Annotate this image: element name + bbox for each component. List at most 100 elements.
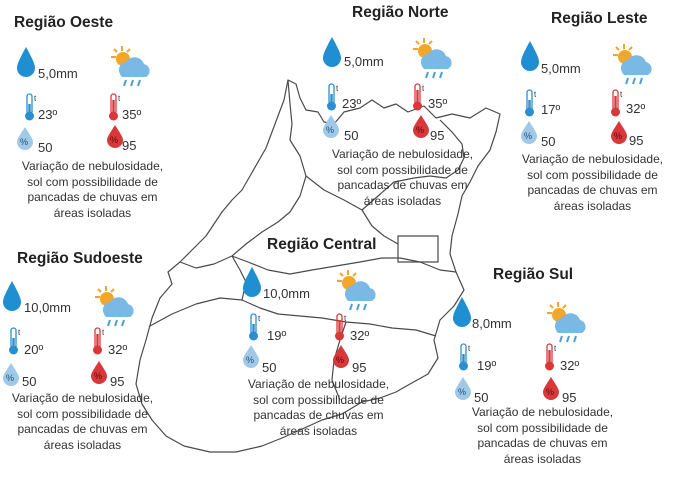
thermometer-hot-icon: t — [611, 89, 623, 117]
region-title: Região Oeste — [14, 14, 114, 31]
humidity-max-value: 95 — [430, 128, 445, 143]
svg-text:t: t — [422, 84, 425, 93]
region-title: Região Norte — [352, 4, 449, 21]
border-norte-leste — [439, 119, 465, 171]
region-leste: Região Leste 5,0mm t 17º t 32º % 50 % 95… — [500, 10, 687, 240]
sun-cloud-rain-icon — [613, 44, 652, 85]
humidity-low-icon: % — [243, 345, 259, 368]
rain-value: 5,0mm — [344, 54, 384, 69]
state-outline — [135, 79, 501, 453]
forecast-description: Variação de nebulosidade, sol com possib… — [331, 147, 474, 208]
svg-text:t: t — [258, 314, 261, 323]
svg-text:%: % — [546, 387, 554, 397]
sun-cloud-rain-icon — [547, 302, 586, 343]
humidity-high-icon: % — [107, 125, 123, 148]
forecast-description: Variação de nebulosidade, sol com possib… — [471, 405, 614, 466]
thermometer-cold-icon: t — [25, 93, 37, 121]
humidity-low-icon: % — [3, 363, 19, 386]
water-drop-icon — [521, 41, 539, 71]
border-central-north — [231, 255, 457, 275]
temp-max-value: 32º — [560, 358, 580, 373]
temp-min-value: 23º — [342, 96, 362, 111]
thermometer-cold-icon: t — [525, 89, 537, 117]
water-drop-icon — [323, 37, 341, 67]
forecast-description: Variação de nebulosidade, sol com possib… — [247, 377, 390, 438]
rain-value: 8,0mm — [472, 316, 512, 331]
svg-text:%: % — [246, 355, 254, 365]
water-drop-icon — [243, 267, 261, 297]
temp-min-value: 19º — [267, 328, 287, 343]
humidity-high-icon: % — [333, 345, 349, 368]
svg-text:%: % — [416, 125, 424, 135]
region-title: Região Sudoeste — [17, 250, 143, 267]
temp-max-value: 35º — [122, 107, 142, 122]
region-central: Região Central 10,0mm t 19º t 32º % 50 %… — [240, 236, 440, 466]
region-title: Região Central — [267, 236, 377, 253]
sun-cloud-rain-icon — [413, 38, 452, 79]
svg-text:%: % — [6, 373, 14, 383]
thermometer-hot-icon: t — [109, 93, 121, 121]
temp-max-value: 32º — [350, 328, 370, 343]
svg-text:%: % — [336, 355, 344, 365]
border-central-south — [149, 297, 437, 337]
region-norte: Região Norte 5,0mm t 23º t 35º % 50 % 95… — [318, 4, 518, 234]
temp-max-value: 35º — [428, 96, 448, 111]
humidity-min-value: 50 — [262, 360, 277, 375]
humidity-high-icon: % — [611, 121, 627, 144]
water-drop-icon — [453, 297, 471, 327]
svg-text:t: t — [34, 94, 37, 103]
forecast-description: Variação de nebulosidade, sol com possib… — [521, 152, 664, 213]
svg-text:%: % — [524, 131, 532, 141]
svg-text:t: t — [344, 314, 347, 323]
sun-cloud-rain-icon — [111, 46, 150, 87]
region-sudoeste: Região Sudoeste 10,0mm t 20º t 32º % 50 … — [0, 250, 200, 480]
water-drop-icon — [3, 281, 21, 311]
humidity-max-value: 95 — [110, 374, 125, 389]
federal-district-outline — [397, 235, 439, 263]
temp-min-value: 23º — [38, 107, 58, 122]
forecast-description: Variação de nebulosidade, sol com possib… — [11, 391, 154, 452]
humidity-low-icon: % — [455, 377, 471, 400]
temp-min-value: 20º — [24, 342, 44, 357]
humidity-min-value: 50 — [22, 374, 37, 389]
water-drop-icon — [17, 47, 35, 77]
rain-value: 10,0mm — [263, 286, 310, 301]
svg-text:%: % — [458, 387, 466, 397]
thermometer-hot-icon: t — [413, 83, 425, 111]
humidity-max-value: 95 — [352, 360, 367, 375]
state-map — [135, 79, 501, 453]
temp-min-value: 19º — [477, 358, 497, 373]
humidity-high-icon: % — [413, 115, 429, 138]
svg-text:t: t — [620, 90, 623, 99]
svg-text:t: t — [468, 344, 471, 353]
thermometer-hot-icon: t — [335, 313, 347, 341]
border-north-east — [361, 169, 459, 211]
humidity-min-value: 50 — [474, 390, 489, 405]
humidity-max-value: 95 — [562, 390, 577, 405]
svg-text:t: t — [336, 84, 339, 93]
svg-text:%: % — [614, 131, 622, 141]
thermometer-cold-icon: t — [327, 83, 339, 111]
thermometer-cold-icon: t — [459, 343, 471, 371]
humidity-min-value: 50 — [38, 140, 53, 155]
svg-text:t: t — [534, 90, 537, 99]
region-sul: Região Sul 8,0mm t 19º t 32º % 50 % 95 V… — [450, 266, 650, 496]
thermometer-cold-icon: t — [249, 313, 261, 341]
border-oeste-norte — [179, 79, 307, 269]
humidity-max-value: 95 — [122, 138, 137, 153]
region-title: Região Sul — [493, 266, 574, 283]
svg-text:t: t — [554, 344, 557, 353]
rain-value: 5,0mm — [38, 66, 78, 81]
thermometer-hot-icon: t — [545, 343, 557, 371]
rain-value: 10,0mm — [24, 300, 71, 315]
svg-text:t: t — [18, 328, 21, 337]
sun-cloud-rain-icon — [337, 270, 376, 311]
region-title: Região Leste — [551, 10, 648, 27]
rain-value: 5,0mm — [541, 61, 581, 76]
temp-min-value: 17º — [541, 102, 561, 117]
humidity-min-value: 50 — [344, 128, 359, 143]
svg-text:%: % — [20, 137, 28, 147]
humidity-high-icon: % — [91, 361, 107, 384]
humidity-low-icon: % — [323, 115, 339, 138]
humidity-max-value: 95 — [629, 133, 644, 148]
